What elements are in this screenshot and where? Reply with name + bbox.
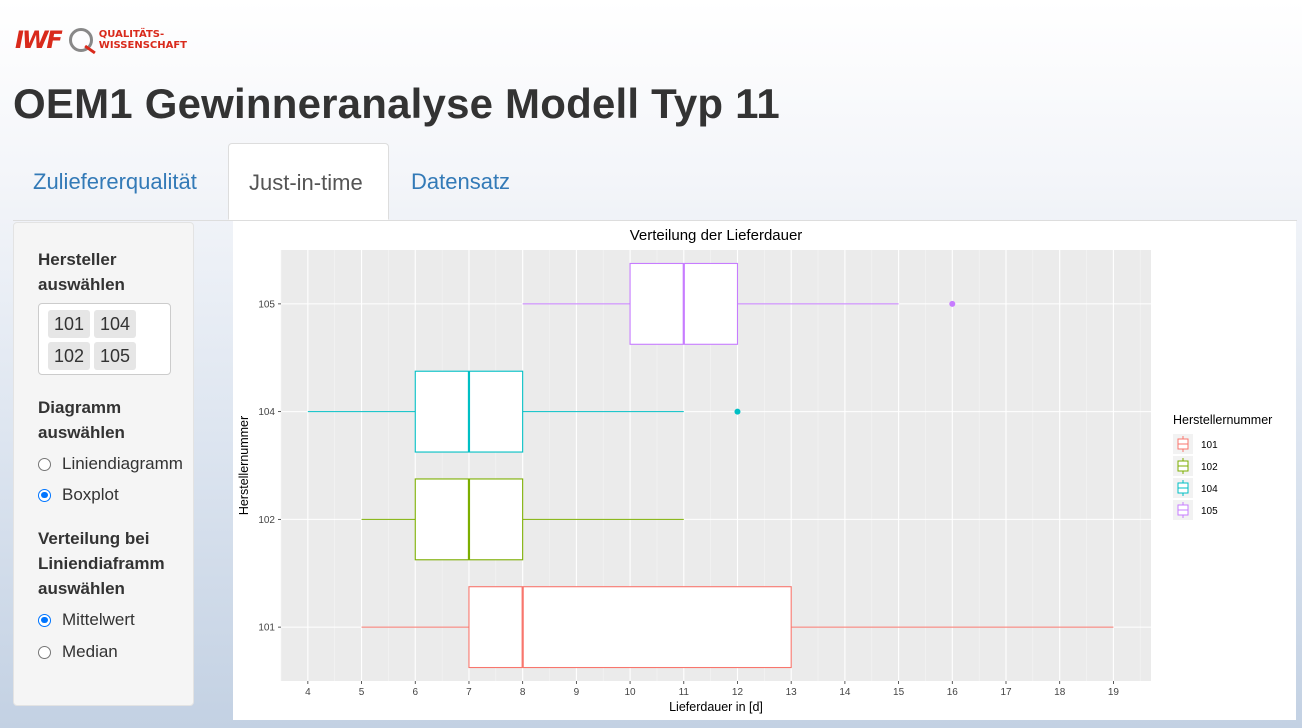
hersteller-chip-105[interactable]: 105 <box>94 342 136 370</box>
y-axis-title: Herstellernummer <box>237 416 251 515</box>
iwf-logo: IWF QUALITÄTS- WISSENSCHAFT <box>15 26 187 54</box>
chart-title: Verteilung der Lieferdauer <box>630 227 803 244</box>
radio-mittelwert[interactable]: Mittelwert <box>38 610 135 630</box>
x-tick-label: 10 <box>625 687 637 698</box>
radio-median[interactable]: Median <box>38 642 118 662</box>
verteilung-label-line3: auswählen <box>38 579 125 598</box>
x-tick-label: 12 <box>732 687 744 698</box>
radio-boxplot[interactable]: Boxplot <box>38 485 119 505</box>
sidebar-panel: Hersteller auswählen 101 104 102 105 Dia… <box>13 222 194 706</box>
legend-label-105: 105 <box>1201 506 1218 517</box>
tab-zuliefererqualitaet[interactable]: Zuliefererqualität <box>33 169 197 194</box>
radio-mittelwert-label: Mittelwert <box>62 610 135 629</box>
x-tick-label: 9 <box>574 687 580 698</box>
diagramm-label: Diagramm auswählen <box>38 395 125 445</box>
legend-label-101: 101 <box>1201 440 1218 451</box>
hersteller-label-line2: auswählen <box>38 275 125 294</box>
y-tick-label: 105 <box>258 299 275 310</box>
box-101 <box>468 586 792 669</box>
hersteller-chip-102[interactable]: 102 <box>48 342 90 370</box>
y-tick-label: 102 <box>258 515 275 526</box>
x-tick-label: 11 <box>679 687 690 698</box>
x-tick-label: 8 <box>520 687 526 698</box>
x-tick-label: 16 <box>947 687 959 698</box>
hersteller-label: Hersteller auswählen <box>38 247 125 297</box>
x-tick-label: 17 <box>1000 687 1012 698</box>
boxplot-panel: 4 5 6 7 8 9 10 11 12 13 14 15 16 17 18 19 101 102 104 105 Ve… <box>233 221 1296 720</box>
logo-text-line2: WISSENSCHAFT <box>98 40 188 51</box>
hersteller-chip-104[interactable]: 104 <box>94 310 136 338</box>
logo-text-line1: QUALITÄTS- <box>98 29 165 40</box>
hersteller-label-line1: Hersteller <box>38 250 117 269</box>
diagramm-label-line2: auswählen <box>38 423 125 442</box>
boxplot-chart: 4 5 6 7 8 9 10 11 12 13 14 15 16 17 18 19 101 102 104 105 Ve… <box>237 227 1272 714</box>
outlier-point-105 <box>949 300 956 307</box>
x-tick-label: 7 <box>466 687 472 698</box>
x-tick-label: 15 <box>893 687 905 698</box>
verteilung-label: Verteilung bei Liniendiaframm auswählen <box>38 526 165 601</box>
x-tick-label: 6 <box>412 687 418 698</box>
x-tick-label: 5 <box>359 687 365 698</box>
diagramm-label-line1: Diagramm <box>38 398 122 417</box>
radio-unchecked-icon[interactable] <box>38 645 51 659</box>
outlier-point-104 <box>734 408 741 415</box>
hersteller-multiselect[interactable]: 101 104 102 105 <box>38 303 171 375</box>
quality-q-icon <box>68 28 93 52</box>
page-title: OEM1 Gewinneranalyse Modell Typ 11 <box>13 80 780 127</box>
radio-liniendiagramm[interactable]: Liniendiagramm <box>38 454 183 474</box>
hersteller-chip-101[interactable]: 101 <box>48 310 90 338</box>
x-tick-label: 13 <box>786 687 798 698</box>
x-tick-label: 4 <box>305 687 311 698</box>
verteilung-label-line2: Liniendiaframm <box>38 554 165 573</box>
verteilung-label-line1: Verteilung bei <box>38 529 150 548</box>
y-tick-label: 101 <box>258 623 275 634</box>
radio-unchecked-icon[interactable] <box>38 457 51 471</box>
tab-datensatz[interactable]: Datensatz <box>411 169 511 194</box>
radio-median-label: Median <box>62 642 118 661</box>
tab-just-in-time[interactable]: Just-in-time <box>228 143 389 220</box>
radio-checked-icon[interactable] <box>38 488 51 502</box>
x-tick-label: 14 <box>839 687 851 698</box>
radio-checked-icon[interactable] <box>38 613 51 627</box>
radio-liniendiagramm-label: Liniendiagramm <box>62 454 183 473</box>
legend-title: Herstellernummer <box>1173 413 1272 427</box>
legend-label-104: 104 <box>1201 484 1218 495</box>
x-tick-label: 19 <box>1108 687 1120 698</box>
radio-boxplot-label: Boxplot <box>62 485 119 504</box>
tab-divider <box>13 220 1297 221</box>
x-tick-label: 18 <box>1054 687 1066 698</box>
y-tick-label: 104 <box>258 407 275 418</box>
legend-label-102: 102 <box>1201 462 1218 473</box>
logo-text: QUALITÄTS- WISSENSCHAFT <box>99 29 187 51</box>
iwf-logo-mark: IWF <box>15 26 63 54</box>
x-axis-title: Lieferdauer in [d] <box>669 700 763 714</box>
